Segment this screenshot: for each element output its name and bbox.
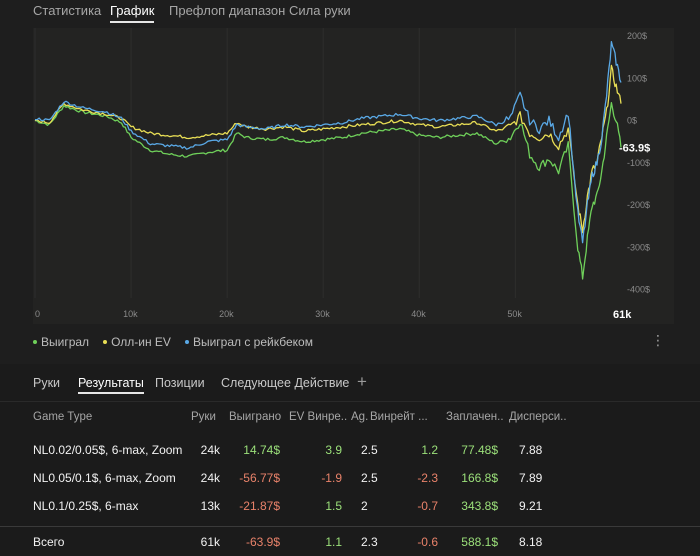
results-panel: Руки Результаты Позиции Следующее Действ… <box>0 364 700 556</box>
cell-hands: 24k <box>200 443 220 457</box>
yellow-dot-icon <box>103 340 108 344</box>
series-line[interactable] <box>34 101 622 280</box>
x-tick-label: 20k <box>219 309 234 319</box>
cell-aggression: 2 <box>361 499 368 513</box>
table-row[interactable]: NL0.02/0.05$, 6-max, Zoom 24k 14.74$ 3.9 2.5… <box>0 436 700 464</box>
tab-hands[interactable]: Руки <box>33 376 61 390</box>
y-tick-label: 100$ <box>627 73 647 83</box>
cell-rake-paid: 343.8$ <box>461 499 498 513</box>
x-tick-label: 0 <box>35 309 40 319</box>
cell-won: -63.9$ <box>245 535 280 549</box>
cell-rake-paid: 166.8$ <box>461 471 498 485</box>
legend-label: Олл-ин EV <box>111 335 171 349</box>
x-tick-label: 50k <box>507 309 522 319</box>
cell-winrate: 1.2 <box>421 443 438 457</box>
y-tick-label: -400$ <box>627 285 650 295</box>
cell-winrate: -0.7 <box>417 499 438 513</box>
total-separator <box>0 526 700 527</box>
cell-game-type: NL0.1/0.25$, 6-max <box>33 499 139 513</box>
col-variance[interactable]: Дисперси... <box>509 411 567 423</box>
tab-graph[interactable]: График <box>110 3 155 23</box>
bottom-tab-bar: Руки Результаты Позиции Следующее Действ… <box>0 364 700 402</box>
tab-results[interactable]: Результаты <box>78 376 144 394</box>
x-tick-label: 40k <box>411 309 426 319</box>
legend-label: Выиграл с рейкбеком <box>192 335 313 349</box>
x-tick-label: 30k <box>315 309 330 319</box>
top-tab-bar: Статистика График Префлоп диапазон Сила … <box>0 0 700 24</box>
y-tick-label: 200$ <box>627 31 647 41</box>
cell-variance: 9.21 <box>519 499 543 513</box>
tab-statistics[interactable]: Статистика <box>33 3 102 18</box>
col-game-type[interactable]: Game Type <box>33 411 93 423</box>
legend-item-won-rakeback[interactable]: Выиграл с рейкбеком <box>184 334 313 350</box>
cell-game-type: Всего <box>33 535 65 549</box>
legend-item-won[interactable]: Выиграл <box>33 334 89 350</box>
kebab-menu-icon[interactable]: ⋮ <box>651 332 665 348</box>
current-value-label: -63.9$ <box>619 143 650 155</box>
cell-rake-paid: 588.1$ <box>461 535 498 549</box>
cell-variance: 7.89 <box>519 471 543 485</box>
col-rake-paid[interactable]: Заплачен... <box>446 411 504 423</box>
winnings-chart[interactable]: 200$ 100$ 0$ -100$ -200$ -300$ -400$ 0 10k 20k 30k… <box>33 28 674 324</box>
cell-ev-winrate: 1.5 <box>325 499 342 513</box>
cell-won: -21.87$ <box>239 499 280 513</box>
tab-positions[interactable]: Позиции <box>155 376 205 390</box>
blue-dot-icon <box>184 340 189 344</box>
legend-item-allin-ev[interactable]: Олл-ин EV <box>103 334 171 350</box>
green-dot-icon <box>33 340 37 344</box>
cell-won: -56.77$ <box>239 471 280 485</box>
cell-aggression: 2.5 <box>361 471 378 485</box>
cell-hands: 24k <box>200 471 220 485</box>
cell-hands: 13k <box>200 499 220 513</box>
y-tick-label: -100$ <box>627 158 650 168</box>
cell-variance: 7.88 <box>519 443 543 457</box>
cell-ev-winrate: 3.9 <box>325 443 342 457</box>
x-last-tick-label: 61k <box>613 309 632 321</box>
col-winrate[interactable]: Винрейт ... <box>370 411 428 423</box>
x-tick-label: 10k <box>123 309 138 319</box>
cell-ev-winrate: -1.9 <box>321 471 342 485</box>
cell-variance: 8.18 <box>519 535 543 549</box>
col-ev-winrate[interactable]: EV Винре... <box>289 411 347 423</box>
cell-rake-paid: 77.48$ <box>461 443 498 457</box>
add-tab-icon[interactable]: + <box>357 372 367 391</box>
y-tick-label: 0$ <box>627 116 637 126</box>
table-header: Game Type Руки Выиграно EV Винре... Ag. … <box>0 402 700 430</box>
cell-aggression: 2.3 <box>361 535 378 549</box>
tab-preflop-range[interactable]: Префлоп диапазон <box>169 3 286 18</box>
cell-ev-winrate: 1.1 <box>325 535 342 549</box>
table-row[interactable]: NL0.05/0.1$, 6-max, Zoom 24k -56.77$ -1.9 2.… <box>0 464 700 492</box>
col-hands[interactable]: Руки <box>191 411 216 423</box>
series-line[interactable] <box>34 64 622 234</box>
cell-game-type: NL0.05/0.1$, 6-max, Zoom <box>33 471 176 485</box>
legend-label: Выиграл <box>41 335 90 349</box>
table-total-row[interactable]: Всего 61k -63.9$ 1.1 2.3 -0.6 588.1$ 8.18 <box>0 528 700 556</box>
cell-hands: 61k <box>200 535 220 549</box>
tab-hand-strength[interactable]: Сила руки <box>289 3 351 18</box>
table-row[interactable]: NL0.1/0.25$, 6-max 13k -21.87$ 1.5 2 -0.7 343.… <box>0 492 700 520</box>
cell-game-type: NL0.02/0.05$, 6-max, Zoom <box>33 443 183 457</box>
y-tick-label: -200$ <box>627 200 650 210</box>
cell-winrate: -0.6 <box>417 535 438 549</box>
chart-panel: 200$ 100$ 0$ -100$ -200$ -300$ -400$ 0 10k 20k 30k… <box>33 28 674 324</box>
cell-aggression: 2.5 <box>361 443 378 457</box>
chart-legend: Выиграл Олл-ин EV Выиграл с рейкбеком <box>33 334 313 350</box>
cell-winrate: -2.3 <box>417 471 438 485</box>
col-aggression[interactable]: Ag. <box>351 411 369 423</box>
col-won[interactable]: Выиграно <box>229 411 282 423</box>
cell-won: 14.74$ <box>243 443 280 457</box>
series-line[interactable] <box>35 40 622 244</box>
y-tick-label: -300$ <box>627 242 650 252</box>
tab-next-action[interactable]: Следующее Действие <box>221 376 350 390</box>
